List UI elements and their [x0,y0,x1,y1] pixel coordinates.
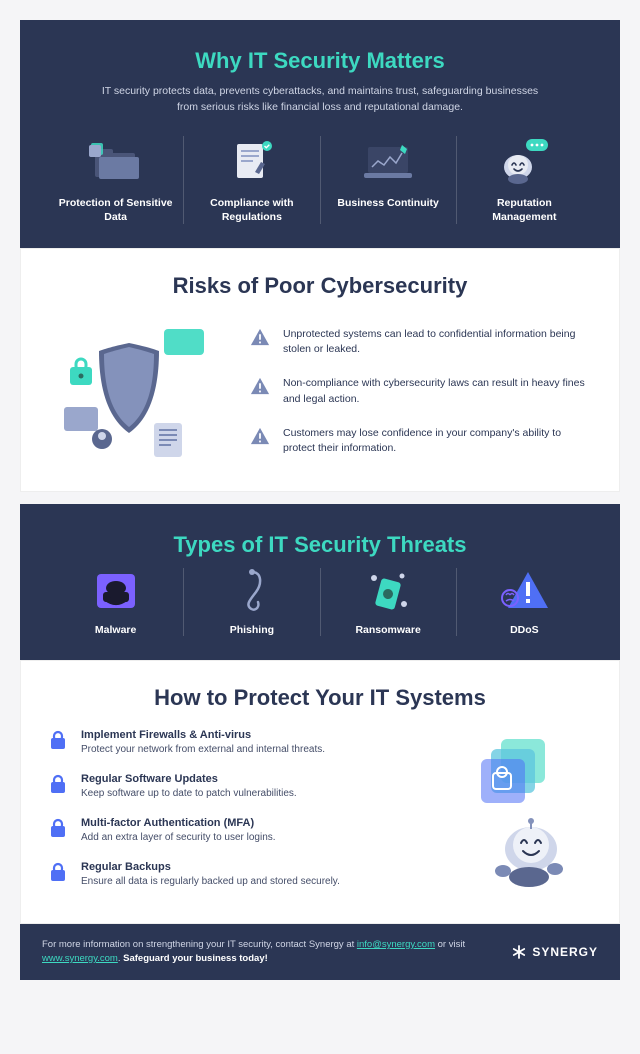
warning-icon [249,327,271,347]
why-card-3-label: Business Continuity [329,196,448,210]
why-subtitle: IT security protects data, prevents cybe… [90,84,550,116]
risks-list: Unprotected systems can lead to confiden… [249,327,591,458]
why-cards-row: Protection of Sensitive Data Compliance … [48,136,592,224]
robot-chat-icon [465,136,584,186]
footer-email-link[interactable]: info@synergy.com [357,939,435,950]
threat-phishing: Phishing [183,568,319,636]
threats-row: Malware Phishing Ransomware [48,568,592,636]
brand-text: SYNERGY [532,943,598,961]
why-card-1-label: Protection of Sensitive Data [56,196,175,224]
why-card-2: Compliance with Regulations [183,136,319,224]
lock-icon [49,817,67,839]
footer-cta: Safeguard your business today! [123,953,268,964]
threat-label: Phishing [190,624,313,636]
footer-brand: SYNERGY [512,943,598,961]
document-check-icon [192,136,311,186]
laptop-chart-icon [329,136,448,186]
ransomware-money-icon [327,568,450,614]
lock-icon [49,861,67,883]
protect-item-desc: Protect your network from external and i… [81,743,325,757]
lock-icon [49,729,67,751]
risks-section: Risks of Poor Cybersecurity [20,248,620,492]
shield-artwork-icon [49,317,229,467]
footer: For more information on strengthening yo… [20,924,620,981]
why-section: Why IT Security Matters IT security prot… [20,20,620,248]
threats-title: Types of IT Security Threats [48,532,592,558]
protect-item-title: Regular Backups [81,861,340,873]
protect-item: Regular Software Updates Keep software u… [49,773,425,801]
risk-text: Customers may lose confidence in your co… [283,426,591,458]
protect-item-desc: Keep software up to date to patch vulner… [81,787,297,801]
risk-text: Non-compliance with cybersecurity laws c… [283,376,591,408]
protect-item: Multi-factor Authentication (MFA) Add an… [49,817,425,845]
risk-item: Customers may lose confidence in your co… [249,426,591,458]
protect-item-title: Regular Software Updates [81,773,297,785]
why-card-3: Business Continuity [320,136,456,224]
threat-label: Ransomware [327,624,450,636]
risk-item: Unprotected systems can lead to confiden… [249,327,591,359]
threat-label: Malware [54,624,177,636]
warning-icon [249,376,271,396]
threats-section: Types of IT Security Threats Malware Phi [20,504,620,660]
threat-label: DDoS [463,624,586,636]
why-card-4-label: Reputation Management [465,196,584,224]
footer-text: For more information on strengthening yo… [42,938,492,967]
asterisk-icon [512,945,526,959]
protect-item: Regular Backups Ensure all data is regul… [49,861,425,889]
protect-item-title: Implement Firewalls & Anti-virus [81,729,325,741]
risk-text: Unprotected systems can lead to confiden… [283,327,591,359]
threat-ddos: DDoS [456,568,592,636]
ddos-warning-icon [463,568,586,614]
malware-icon [54,568,177,614]
why-card-4: Reputation Management [456,136,592,224]
protect-list: Implement Firewalls & Anti-virus Protect… [49,729,425,899]
warning-icon [249,426,271,446]
phishing-hook-icon [190,568,313,614]
risk-item: Non-compliance with cybersecurity laws c… [249,376,591,408]
why-title: Why IT Security Matters [48,48,592,74]
why-card-2-label: Compliance with Regulations [192,196,311,224]
threat-malware: Malware [48,568,183,636]
folder-icon [56,136,175,186]
protect-item-desc: Add an extra layer of security to user l… [81,831,276,845]
protect-title: How to Protect Your IT Systems [49,685,591,711]
footer-mid: or visit [435,939,465,950]
protect-item: Implement Firewalls & Anti-virus Protect… [49,729,425,757]
protect-item-desc: Ensure all data is regularly backed up a… [81,875,340,889]
protect-section: How to Protect Your IT Systems Implement… [20,660,620,924]
footer-prefix: For more information on strengthening yo… [42,939,357,950]
threat-ransomware: Ransomware [320,568,456,636]
footer-url-link[interactable]: www.synergy.com [42,953,118,964]
protect-item-title: Multi-factor Authentication (MFA) [81,817,276,829]
robot-layers-icon [441,729,591,899]
lock-icon [49,773,67,795]
why-card-1: Protection of Sensitive Data [48,136,183,224]
risks-title: Risks of Poor Cybersecurity [49,273,591,299]
